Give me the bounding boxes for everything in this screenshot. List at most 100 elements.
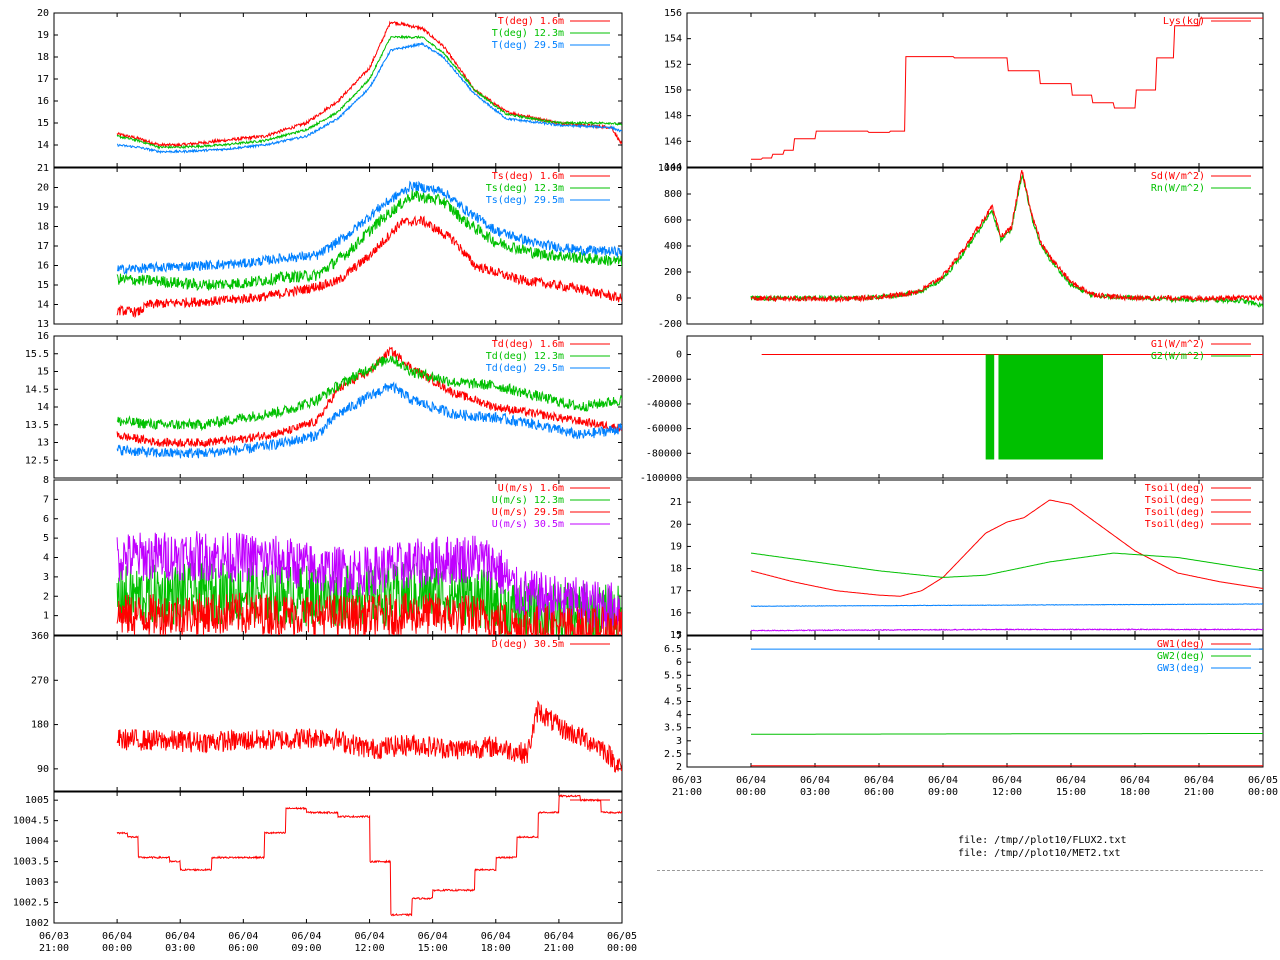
x-tick-time: 00:00 — [736, 787, 766, 798]
y-tick-label: 15 — [670, 630, 682, 641]
plot-area — [750, 648, 1263, 767]
legend-label: G2(W/m^2) — [1151, 351, 1205, 362]
y-tick-label: 152 — [664, 59, 682, 70]
y-tick-label: 4 — [43, 553, 49, 564]
y-tick-label: 156 — [664, 8, 682, 19]
x-tick-time: 00:00 — [102, 943, 132, 954]
y-tick-label: 17 — [37, 241, 49, 252]
plot-area — [751, 17, 1263, 160]
panel-left-P: 1002 1002.5 1003 1003.5 1004 1004.5 1005 — [13, 791, 623, 929]
panel-right-G: -100000 -80000 -60000 -40000 -20000 0 G1(W/m^2… — [640, 335, 1264, 484]
x-tick-date: 06/04 — [102, 931, 132, 942]
x-tick-time: 00:00 — [1248, 787, 1278, 798]
legend-label: Ts(deg) 1.6m — [492, 171, 564, 182]
y-tick-label: 18 — [670, 564, 682, 575]
y-tick-label: 800 — [664, 189, 682, 200]
x-tick-date: 06/03 — [39, 931, 69, 942]
y-tick-label: 21 — [670, 497, 682, 508]
y-tick-label: 20 — [37, 183, 49, 194]
y-tick-label: 15 — [37, 280, 49, 291]
series-line — [750, 603, 1263, 607]
x-tick-date: 06/04 — [481, 931, 511, 942]
legend-label: T(deg) 29.5m — [492, 40, 564, 51]
x-tick-time: 03:00 — [165, 943, 195, 954]
panel-frame — [686, 479, 1264, 636]
y-tick-label: 2.5 — [664, 749, 682, 760]
y-tick-label: 16 — [37, 96, 49, 107]
panel-left-D: 90 180 270 360 D(deg) 30.5m — [31, 631, 623, 792]
y-tick-label: 18 — [37, 222, 49, 233]
y-tick-label: 15.5 — [25, 349, 49, 360]
y-tick-label: 1 — [43, 611, 49, 622]
legend-label: Tsoil(deg) — [1145, 483, 1205, 494]
y-tick-label: 12.5 — [25, 455, 49, 466]
y-tick-label: 20 — [670, 519, 682, 530]
x-tick-date: 06/04 — [928, 775, 958, 786]
legend-label: Td(deg) 29.5m — [486, 363, 564, 374]
y-tick-label: 15 — [37, 118, 49, 129]
plot-area — [750, 169, 1263, 309]
series-line — [116, 41, 622, 154]
y-tick-label: 1005 — [25, 795, 49, 806]
legend-label: Td(deg) 12.3m — [486, 351, 564, 362]
legend-label: T(deg) 12.3m — [492, 28, 564, 39]
y-tick-label: 19 — [37, 202, 49, 213]
legend-label: Tsoil(deg) — [1145, 507, 1205, 518]
bar-mark — [998, 354, 1103, 460]
y-tick-label: 270 — [31, 675, 49, 686]
y-tick-label: 1004 — [25, 836, 49, 847]
y-tick-label: 6 — [43, 514, 49, 525]
x-tick-date: 06/04 — [992, 775, 1022, 786]
y-tick-label: 148 — [664, 111, 682, 122]
series-line — [116, 346, 622, 449]
y-tick-label: 4.5 — [664, 697, 682, 708]
series-line — [116, 190, 622, 292]
file-list: file: /tmp//plot10/FLUX2.txt file: /tmp/… — [958, 834, 1127, 860]
legend-label: U(m/s) 12.3m — [492, 495, 564, 506]
y-tick-label: 360 — [31, 631, 49, 642]
y-tick-label: 400 — [664, 241, 682, 252]
y-tick-label: 6 — [676, 657, 682, 668]
x-tick-date: 06/04 — [165, 931, 195, 942]
plot-area — [116, 794, 622, 917]
x-tick-date: 06/04 — [1120, 775, 1150, 786]
panel-frame — [686, 335, 1264, 479]
panel-right-GW: 2 2.5 3 3.5 4 4.5 5 5.5 6 6.5 7 GW1(deg)GW2(deg)GW3… — [664, 631, 1264, 773]
y-tick-label: 3.5 — [664, 723, 682, 734]
legend-label: Lys(kg) — [1163, 16, 1205, 27]
y-tick-label: 13 — [37, 438, 49, 449]
x-tick-date: 06/05 — [1248, 775, 1278, 786]
x-tick-date: 06/03 — [672, 775, 702, 786]
series-line — [750, 552, 1263, 578]
y-tick-label: 14.5 — [25, 384, 49, 395]
panel-frame — [686, 12, 1264, 168]
y-tick-label: 17 — [670, 586, 682, 597]
x-tick-time: 12:00 — [355, 943, 385, 954]
x-tick-date: 06/04 — [800, 775, 830, 786]
x-tick-date: 06/04 — [418, 931, 448, 942]
x-tick-time: 21:00 — [672, 787, 702, 798]
series-line — [116, 215, 622, 319]
x-tick-time: 15:00 — [418, 943, 448, 954]
x-tick-date: 06/05 — [607, 931, 637, 942]
panel-right-Tsoil: 15161718192021Tsoil(deg)Tsoil(deg)Tsoil(… — [670, 479, 1264, 641]
y-tick-label: 19 — [670, 541, 682, 552]
y-tick-label: 3 — [676, 736, 682, 747]
legend-label: Ts(deg) 12.3m — [486, 183, 564, 194]
y-tick-label: 4 — [676, 710, 682, 721]
y-tick-label: 16 — [670, 608, 682, 619]
series-line — [116, 794, 622, 917]
series-line — [751, 17, 1263, 160]
panel-frame — [53, 635, 623, 792]
plot-area — [116, 180, 622, 319]
y-tick-label: 15 — [37, 367, 49, 378]
y-tick-label: 6.5 — [664, 644, 682, 655]
x-tick-date: 06/04 — [544, 931, 574, 942]
x-tick-date: 06/04 — [228, 931, 258, 942]
y-tick-label: 16 — [37, 331, 49, 342]
y-tick-label: 19 — [37, 30, 49, 41]
plot-area — [761, 354, 1263, 460]
legend-label: G1(W/m^2) — [1151, 339, 1205, 350]
panel-frame — [53, 12, 623, 168]
